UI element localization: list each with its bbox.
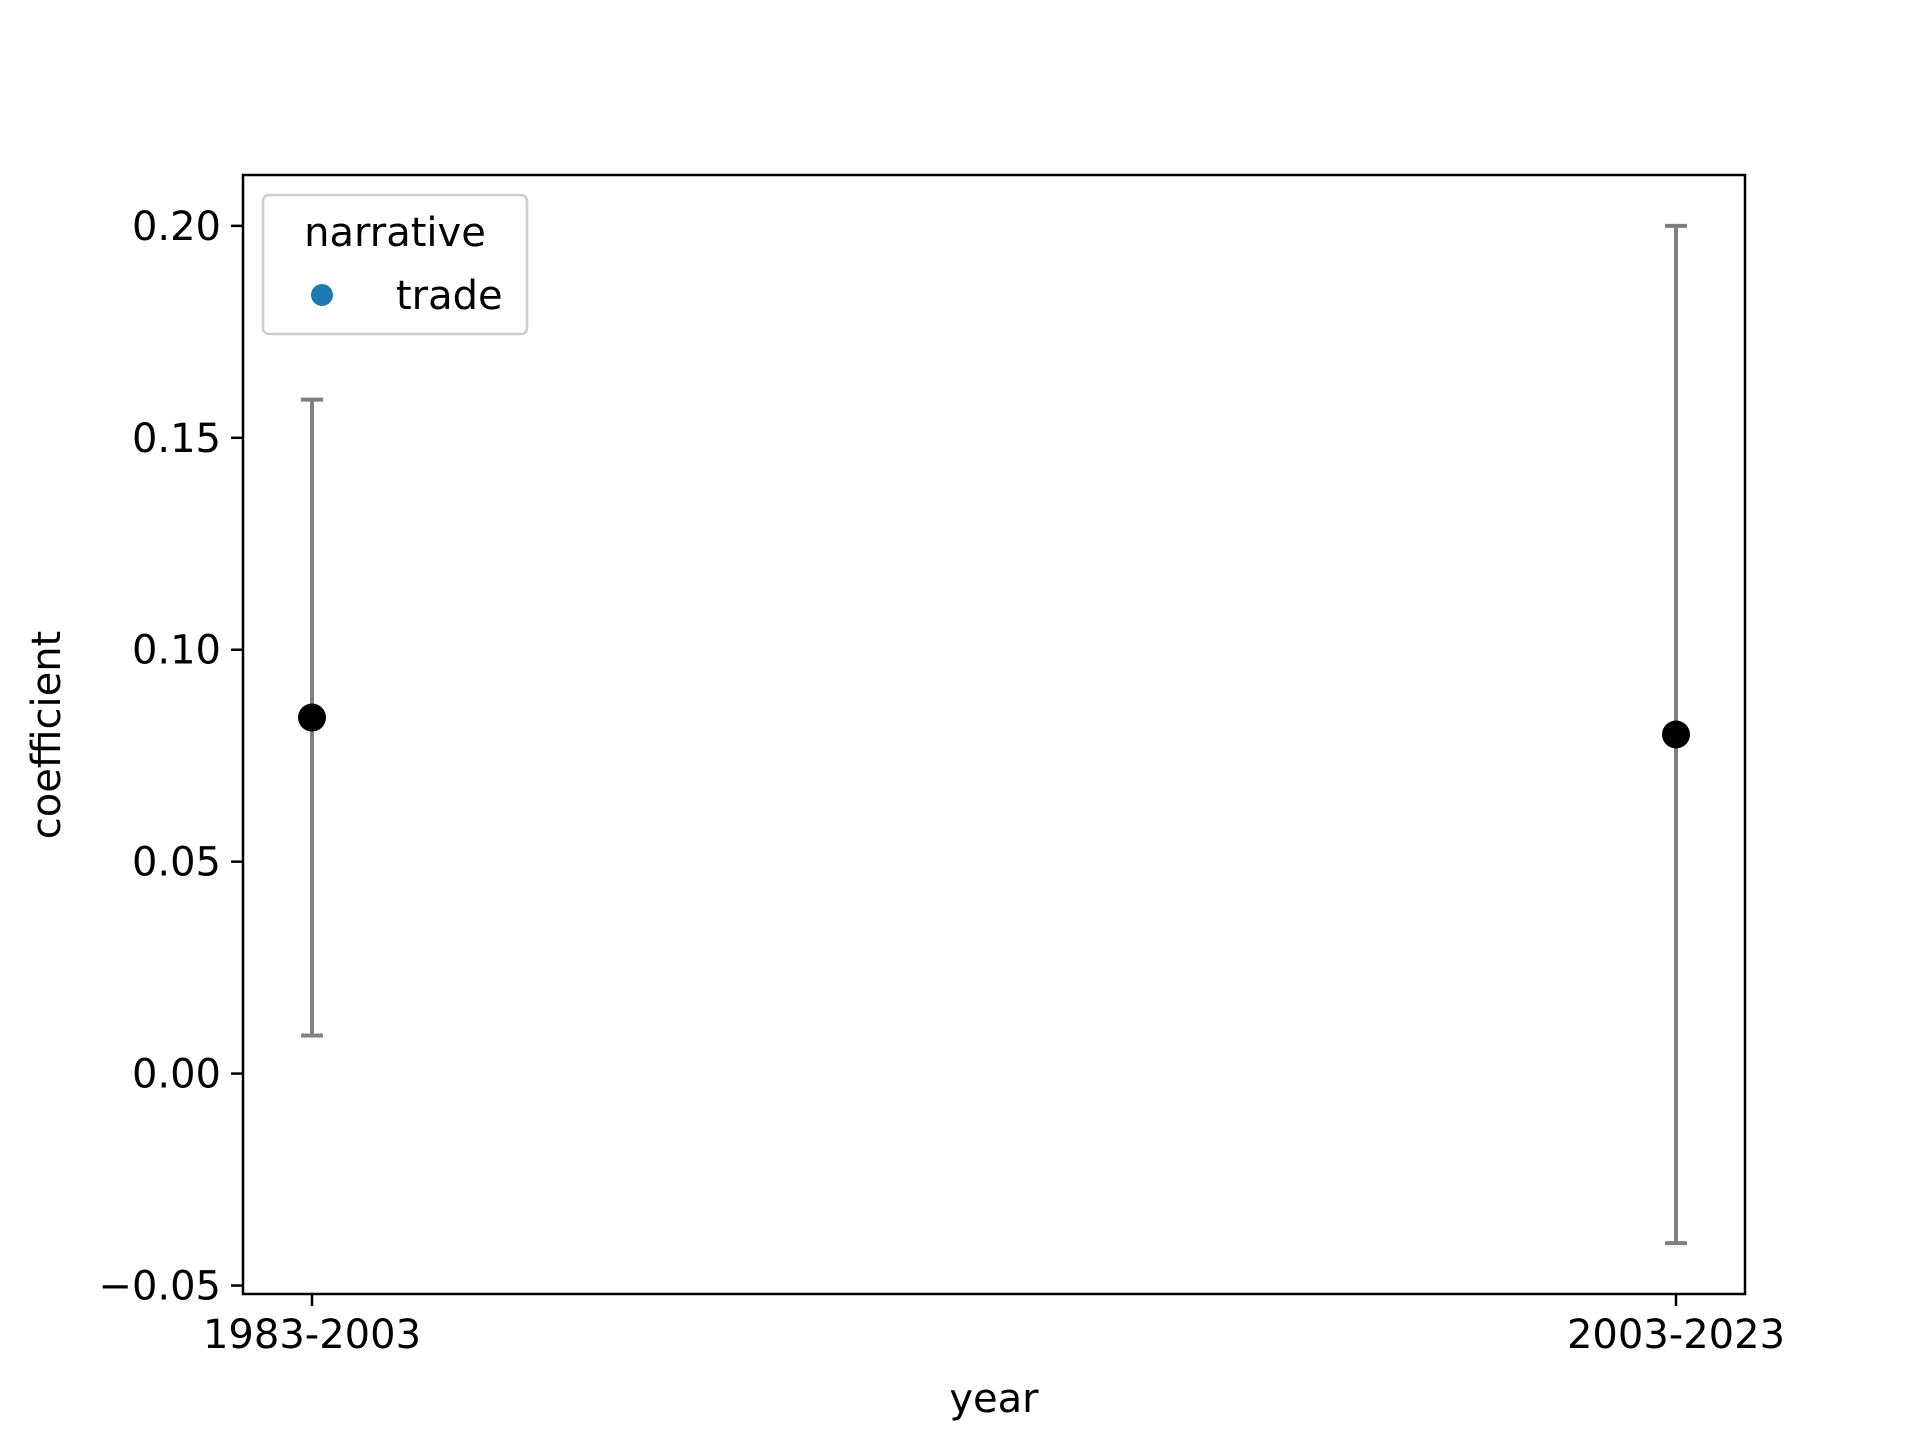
x-axis: 1983-2003 2003-2023 <box>203 1294 1785 1358</box>
legend: narrative trade <box>261 193 529 336</box>
data-point <box>298 703 326 732</box>
legend-marker-trade <box>311 284 333 306</box>
x-tick-label: 1983-2003 <box>203 1312 421 1358</box>
data-points <box>298 703 1690 749</box>
plot-frame <box>241 173 1747 1296</box>
y-axis: −0.05 0.00 0.05 0.10 0.15 0.20 <box>98 204 243 1310</box>
y-tick-label: 0.05 <box>132 840 221 886</box>
x-tick-label: 2003-2023 <box>1567 1312 1785 1358</box>
y-tick-label: 0.20 <box>132 204 221 250</box>
legend-entry-trade: trade <box>396 273 503 319</box>
y-axis-label: coefficient <box>24 631 70 840</box>
data-point <box>1662 720 1690 749</box>
legend-title: narrative <box>304 210 486 256</box>
y-tick-label: 0.00 <box>132 1052 221 1098</box>
y-tick-label: 0.10 <box>132 628 221 674</box>
plot-area <box>241 173 1747 1296</box>
y-tick-label: 0.15 <box>132 416 221 462</box>
y-tick-label: −0.05 <box>98 1264 221 1310</box>
x-axis-label: year <box>949 1376 1039 1422</box>
